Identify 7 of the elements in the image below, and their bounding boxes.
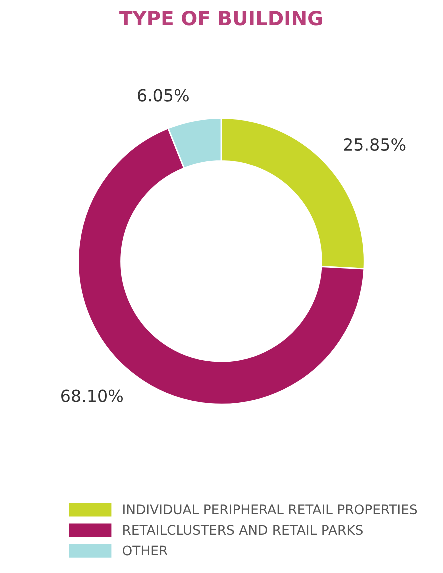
data-label: 25.85%: [344, 138, 406, 152]
legend-label: INDIVIDUAL PERIPHERAL RETAIL PROPERTIES: [124, 504, 418, 515]
data-label: 68.10%: [62, 390, 124, 402]
data-label: 6.05%: [138, 89, 189, 102]
legend-label: OTHER: [122, 546, 168, 556]
chart-title: TYPE OF BUILDING: [120, 10, 322, 26]
legend-label: RETAILCLUSTERS AND RETAIL PARKS: [124, 525, 363, 536]
